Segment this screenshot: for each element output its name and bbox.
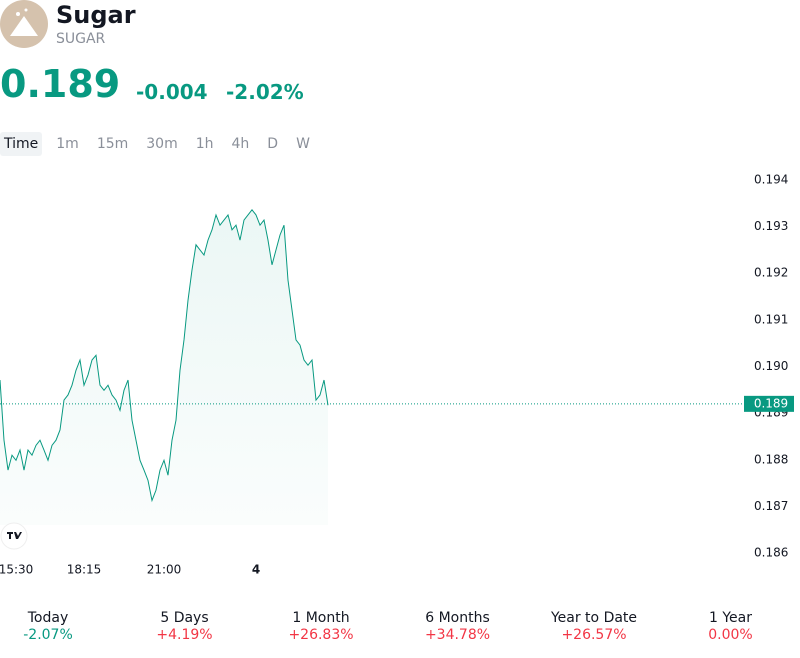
timeframe-button[interactable]: 4h — [231, 136, 250, 152]
y-tick-label: 0.191 — [754, 312, 788, 326]
performance-value: -2.07% — [23, 627, 73, 643]
performance-item[interactable]: 6 Months +34.78% — [388, 610, 528, 643]
symbol-logo — [0, 0, 48, 48]
price-tag: 0.189 — [754, 396, 788, 410]
timeframe-button[interactable]: 30m — [146, 136, 178, 152]
tradingview-logo — [0, 522, 28, 550]
performance-value: +34.78% — [424, 627, 491, 643]
timeframe-button[interactable]: W — [296, 136, 310, 152]
y-tick-label: 0.192 — [754, 266, 788, 280]
instrument-name: Sugar — [56, 1, 136, 29]
y-tick-label: 0.186 — [754, 546, 788, 560]
y-tick-label: 0.188 — [754, 452, 788, 466]
performance-item[interactable]: 1 Month +26.83% — [251, 610, 391, 643]
y-tick-label: 0.187 — [754, 499, 788, 513]
timeframe-button[interactable]: D — [267, 136, 279, 152]
performance-period: Year to Date — [550, 610, 638, 626]
performance-period: 6 Months — [425, 610, 490, 626]
timeframe-button[interactable]: 1m — [56, 136, 79, 152]
logo-icon — [10, 8, 38, 36]
performance-period: 1 Month — [292, 610, 350, 626]
performance-item[interactable]: 5 Days +4.19% — [115, 610, 255, 643]
timeframe-bar: Time 1m 15m 30m 1h 4h D W — [0, 132, 319, 156]
performance-period: Today — [27, 610, 69, 626]
instrument-symbol: SUGAR — [56, 31, 106, 47]
performance-item[interactable]: 1 Year 0.00% — [661, 610, 800, 643]
x-tick-label: 18:15 — [67, 563, 102, 577]
x-tick-label: 4 — [252, 563, 260, 577]
performance-value: +4.19% — [156, 627, 213, 643]
performance-item[interactable]: Today -2.07% — [0, 610, 118, 643]
price-change-pct: -2.02% — [226, 80, 304, 104]
y-tick-label: 0.190 — [754, 359, 788, 373]
x-tick-label: 15:30 — [0, 563, 33, 577]
chart: 0.186 0.187 0.188 0.189 0.190 0.191 0.192 0.193… — [0, 172, 794, 577]
timeframe-button[interactable]: 1h — [195, 136, 214, 152]
area-fill — [0, 209, 328, 525]
timeframe-button[interactable]: 15m — [96, 136, 129, 152]
x-tick-label: 21:00 — [147, 563, 182, 577]
performance-value: +26.83% — [288, 627, 354, 643]
y-tick-label: 0.194 — [754, 172, 788, 186]
performance-period: 1 Year — [709, 610, 752, 626]
performance-value: 0.00% — [708, 627, 753, 643]
price-line — [0, 208, 329, 503]
price-tag-bg — [744, 395, 794, 412]
y-tick-label: 0.193 — [754, 219, 788, 233]
last-price: 0.189 — [0, 62, 121, 106]
price-change: -0.004 — [136, 80, 208, 104]
performance-item[interactable]: Year to Date +26.57% — [524, 610, 664, 643]
performance-period: 5 Days — [160, 610, 209, 626]
performance-value: +26.57% — [561, 627, 627, 643]
timeframe-button[interactable]: Time — [0, 132, 43, 156]
